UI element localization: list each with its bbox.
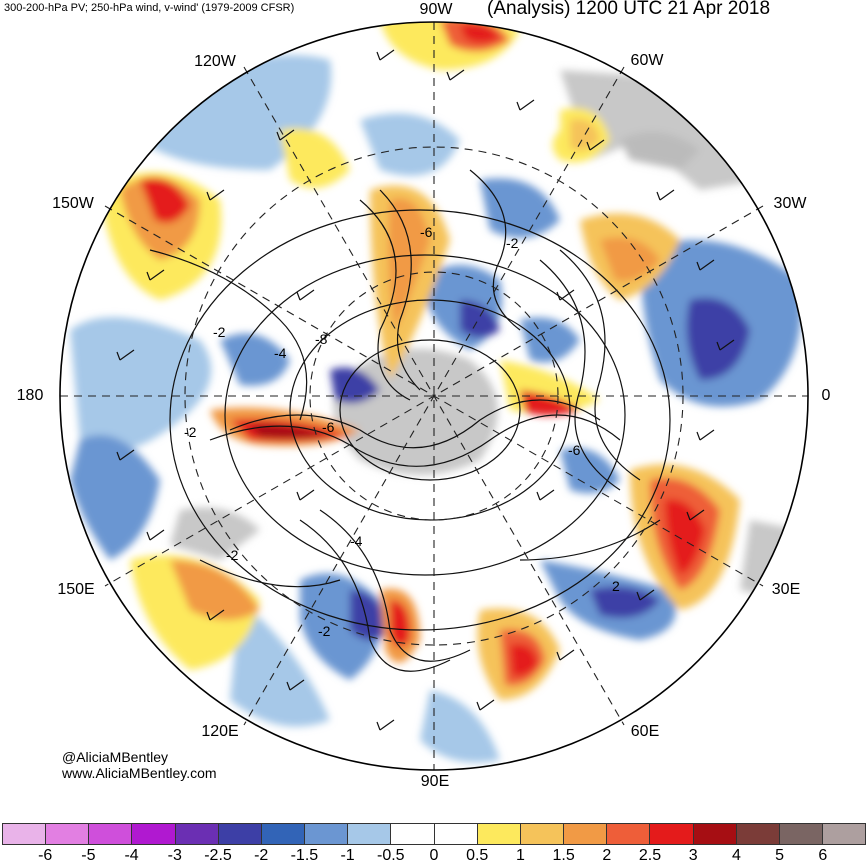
credit-handle: @AliciaMBentley (62, 749, 169, 765)
header-right-text: (Analysis) 1200 UTC 21 Apr 2018 (487, 0, 771, 19)
contour-label: -2 (213, 324, 226, 340)
colorbar-swatch (520, 823, 565, 845)
contour-label: -6 (568, 442, 581, 458)
colorbar-swatch (175, 823, 219, 845)
colorbar-tick-label: 5 (775, 847, 785, 864)
contour-label: -2 (506, 235, 519, 251)
contour-value-labels: -6 -2 -2 -4 -8 -6 -2 -6 -4 -2 -2 2 (184, 224, 620, 639)
colorbar-swatch (779, 823, 823, 845)
map-border (59, 21, 809, 771)
colorbar-swatch (305, 823, 349, 845)
colorbar-swatch (477, 823, 521, 845)
contour-label: -2 (318, 623, 331, 639)
colorbar-swatch (46, 823, 90, 845)
lon-label-30e: 30E (771, 581, 801, 598)
colorbar-swatch (650, 823, 694, 845)
lon-label-150w: 150W (52, 195, 94, 212)
contour-label: -8 (315, 331, 328, 347)
colorbar-tick-label: -0.5 (377, 847, 405, 864)
contour-label: 2 (612, 578, 620, 594)
colorbar-swatch (564, 823, 608, 845)
colorbar-tick-label: -6 (38, 847, 53, 864)
colorbar-tick-label: 0 (429, 847, 439, 864)
lon-label-0: 0 (821, 387, 831, 404)
header-left-text: 300-200-hPa PV; 250-hPa wind, v-wind' (1… (4, 2, 295, 14)
colorbar-swatch (89, 823, 133, 845)
colorbar-swatch (607, 823, 651, 845)
colorbar-swatch (434, 823, 478, 845)
lon-label-150e: 150E (57, 581, 95, 598)
colorbar-tick-label: -2 (254, 847, 269, 864)
colorbar-swatch (391, 823, 435, 845)
lon-label-30w: 30W (773, 195, 807, 212)
colorbar-tick-label: 6 (818, 847, 828, 864)
colorbar (2, 823, 867, 845)
colorbar-swatch (261, 823, 306, 845)
contour-label: -2 (184, 424, 197, 440)
lon-label-90w: 90W (419, 1, 453, 18)
lon-label-180: 180 (16, 387, 44, 404)
colorbar-tick-label: -2.5 (204, 847, 232, 864)
contour-label: -6 (322, 419, 335, 435)
contour-label: -4 (274, 345, 287, 361)
lon-label-120e: 120E (201, 723, 239, 740)
colorbar-tick-label: -3 (167, 847, 182, 864)
wind-barbs (116, 49, 735, 731)
colorbar-tick-label: 4 (731, 847, 741, 864)
credit-website: www.AliciaMBentley.com (62, 765, 217, 781)
lon-label-90e: 90E (420, 773, 450, 790)
contour-label: -2 (226, 547, 239, 563)
colorbar-tick-label: -1 (340, 847, 355, 864)
contour-label: -6 (420, 224, 433, 240)
colorbar-swatch (348, 823, 392, 845)
contour-label: -4 (350, 533, 363, 549)
colorbar-tick-label: 3 (688, 847, 698, 864)
colorbar-tick-label: -4 (124, 847, 139, 864)
colorbar-swatch (132, 823, 176, 845)
graticule (60, 22, 808, 770)
colorbar-swatch (218, 823, 262, 845)
colorbar-tick-label: 0.5 (466, 847, 489, 864)
colorbar-tick-label: 1.5 (552, 847, 575, 864)
colorbar-tick-label: 2 (602, 847, 612, 864)
lon-label-60w: 60W (630, 52, 664, 69)
colorbar-swatch (736, 823, 780, 845)
colorbar-tick-label: -5 (81, 847, 96, 864)
colorbar-swatch (2, 823, 47, 845)
lon-label-120w: 120W (194, 53, 236, 70)
lon-label-60e: 60E (630, 723, 660, 740)
colorbar-tick-label: 2.5 (638, 847, 662, 864)
contour-lines (149, 169, 671, 672)
colorbar-tick-label: 1 (515, 847, 525, 864)
colorbar-tick-label: -1.5 (290, 847, 319, 864)
colorbar-swatch (822, 823, 867, 845)
colorbar-swatch (693, 823, 737, 845)
